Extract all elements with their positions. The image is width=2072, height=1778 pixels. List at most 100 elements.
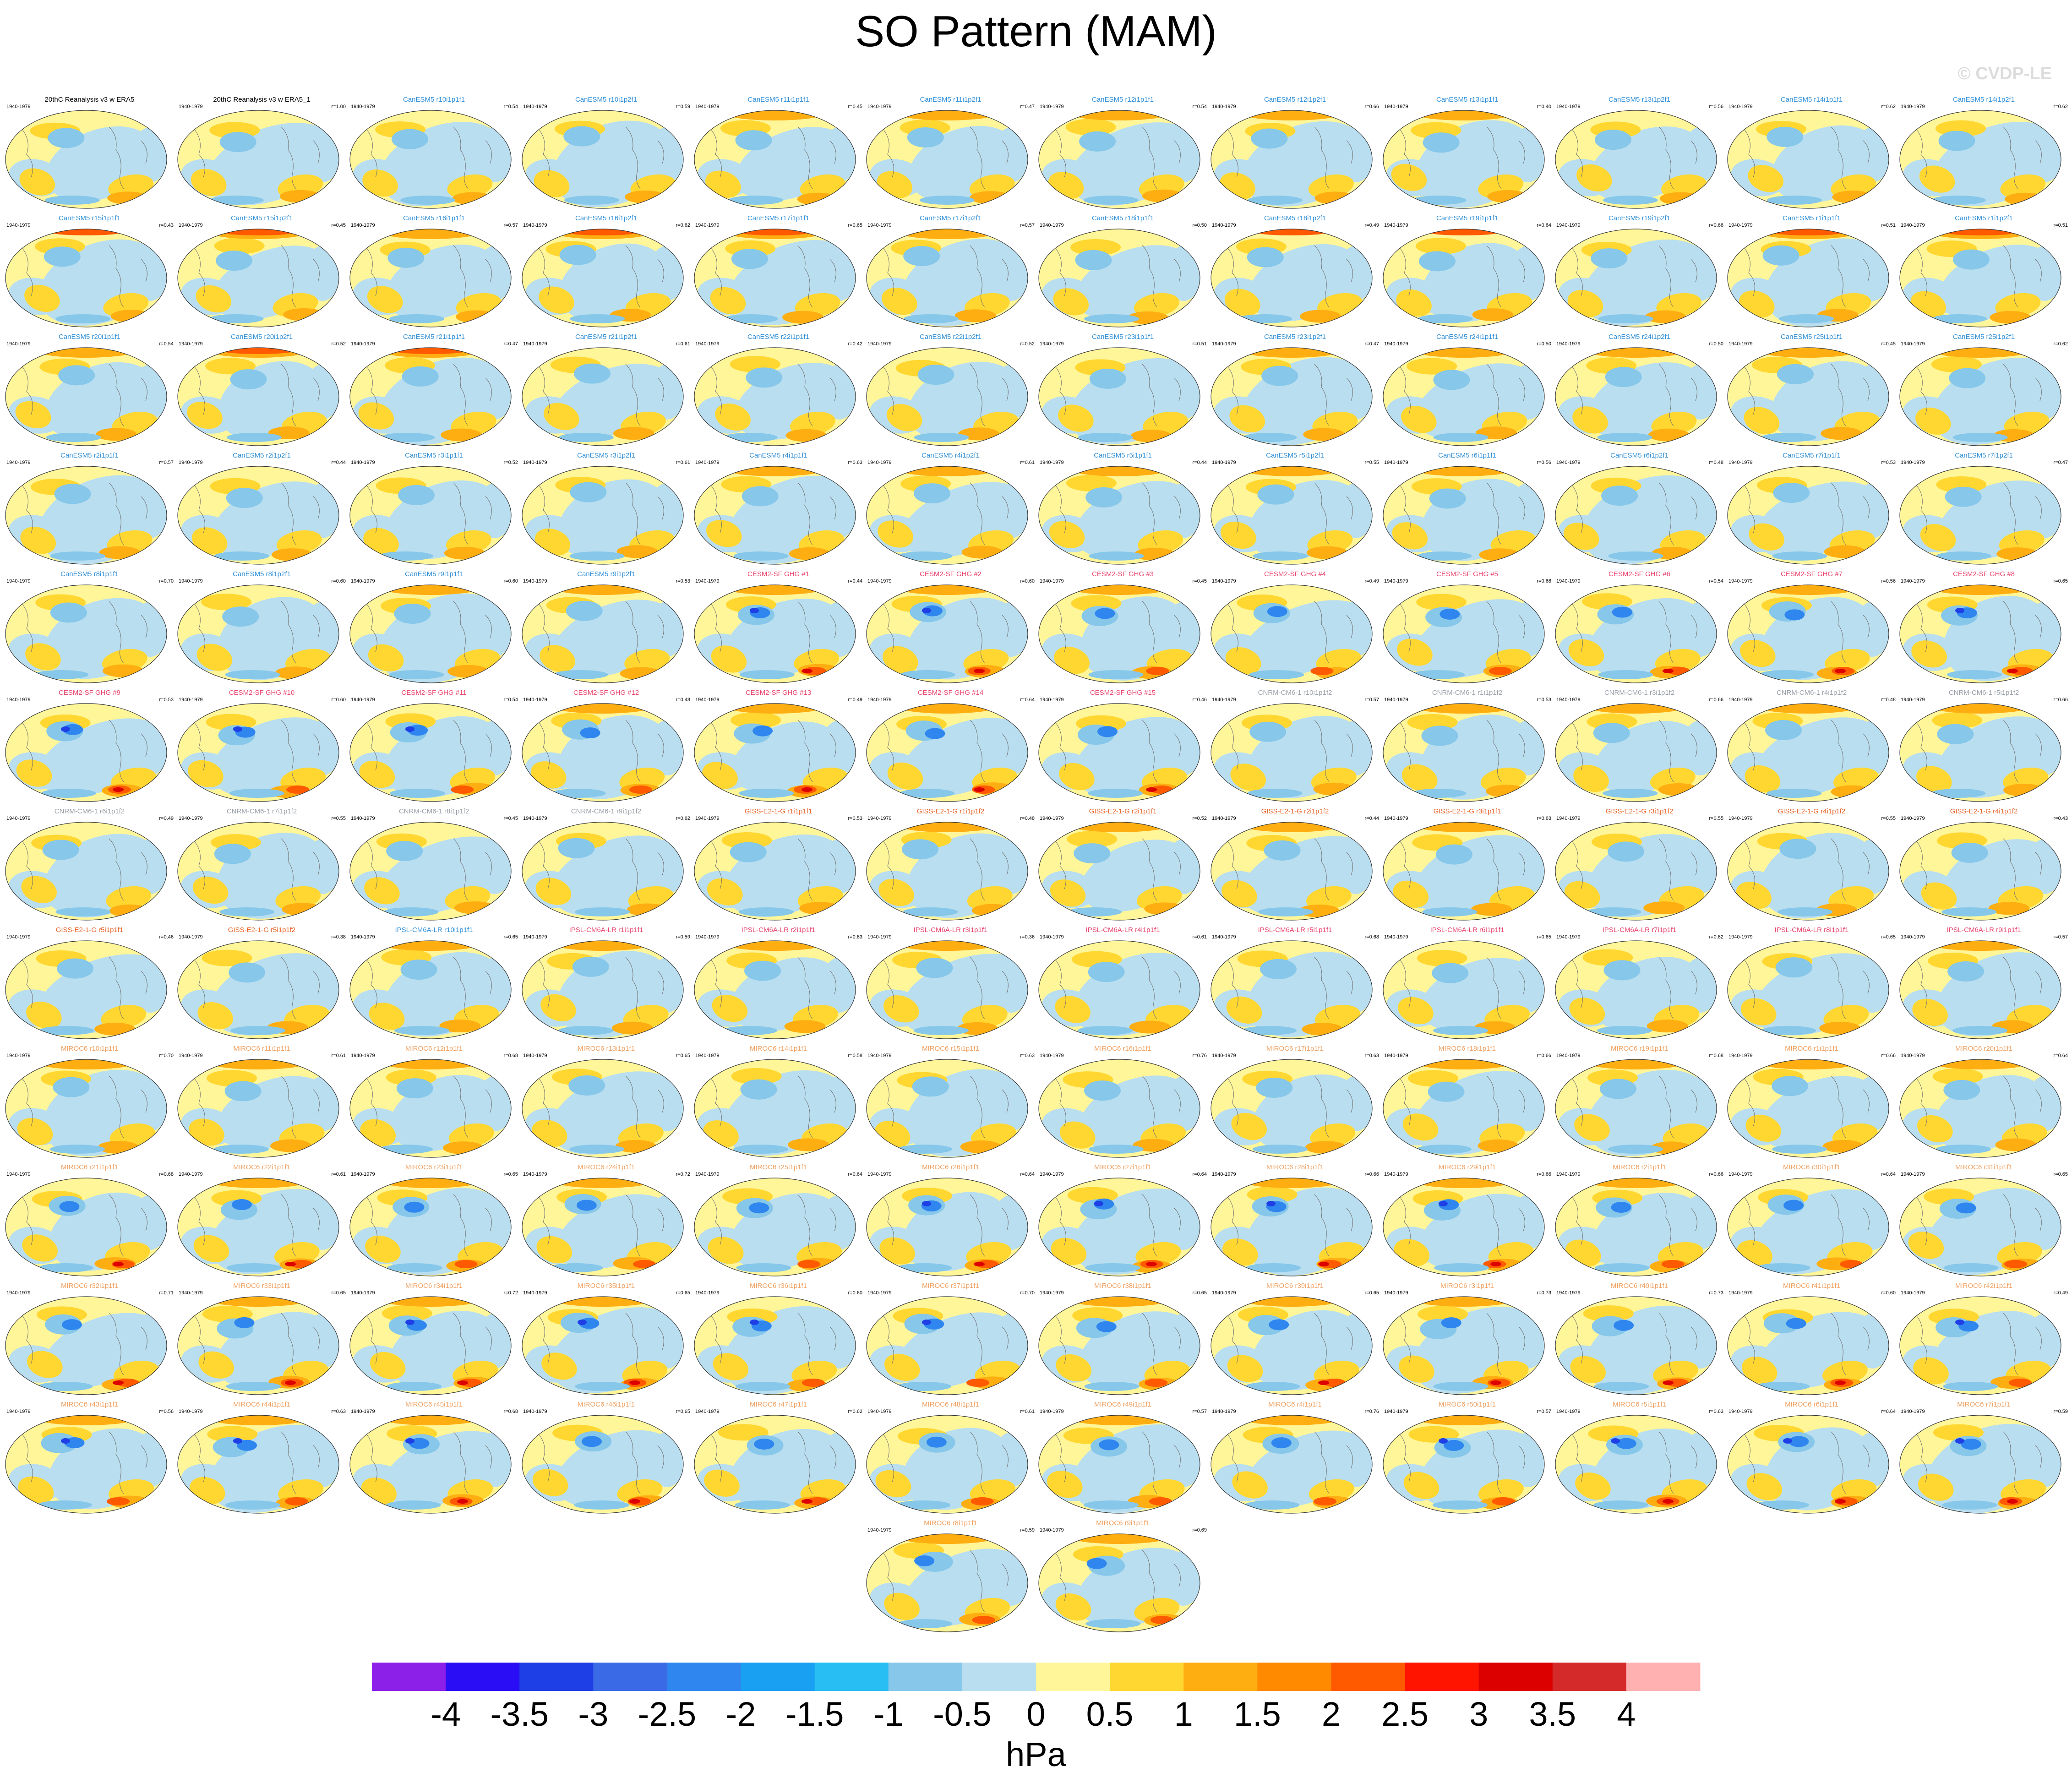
panel-period: 1940-1979	[867, 934, 892, 940]
contour-region	[447, 174, 493, 199]
panel-correlation: r=0.55	[1709, 816, 1724, 821]
map-panel: IPSL-CM6A-LR r5i1p1f1 1940-1979 r=0.68	[1209, 924, 1381, 1042]
contour-region	[1054, 646, 1090, 674]
panel-title: IPSL-CM6A-LR r7i1p1f1	[1602, 926, 1677, 934]
contour-region	[966, 1379, 990, 1387]
map-panel: CanESM5 r11i1p2f1 1940-1979 r=0.47	[865, 94, 1036, 211]
map-plot	[1727, 822, 1889, 921]
map-plot	[522, 940, 684, 1039]
contour-region	[900, 670, 955, 679]
panel-period: 1940-1979	[523, 1409, 547, 1414]
coastline	[1744, 720, 1870, 782]
panel-correlation: r=0.61	[1020, 460, 1035, 465]
coastline	[1916, 1194, 2042, 1257]
map-panel: CNRM-CM6-1 r4i1p1f2 1940-1979 r=0.48	[1726, 687, 1898, 804]
contour-region	[2026, 1195, 2061, 1250]
contour-region	[1995, 293, 2041, 317]
contour-region	[1569, 998, 1605, 1025]
panel-period: 1940-1979	[351, 1409, 375, 1414]
contour-region	[563, 126, 600, 147]
contour-region	[1854, 839, 1889, 894]
panel-correlation: r=0.52	[503, 460, 518, 465]
contour-region	[1314, 1497, 1337, 1505]
contour-region	[1489, 667, 1512, 675]
map-border	[1727, 1178, 1889, 1276]
contour-region	[1067, 831, 1118, 848]
contour-region	[1229, 405, 1265, 433]
panel-title: GISS-E2-1-G r1i1p1f2	[916, 807, 985, 815]
contour-region	[36, 348, 136, 358]
contour-region	[916, 958, 953, 978]
map-panel: MIROC6 r24i1p1f1 1940-1979 r=0.72	[520, 1162, 692, 1279]
panel-correlation: r=0.59	[2053, 1409, 2068, 1414]
contour-region	[821, 720, 856, 775]
panel-title: CanESM5 r10i1p2f1	[575, 96, 638, 104]
panel-correlation: r=0.63	[1020, 1053, 1035, 1058]
contour-region	[1472, 308, 1514, 322]
contour-region	[725, 941, 825, 951]
contour-region	[61, 726, 70, 732]
map-plot	[5, 822, 167, 921]
coastline	[1227, 1313, 1353, 1375]
colorbar-tick-label: 1.5	[1233, 1695, 1281, 1733]
map-border	[694, 584, 856, 683]
contour-region	[192, 876, 229, 904]
panel-period: 1940-1979	[1556, 223, 1581, 228]
contour-region	[1663, 1380, 1674, 1385]
contour-region	[1666, 1379, 1689, 1387]
map-border	[1555, 1296, 1717, 1395]
contour-region	[50, 602, 87, 623]
contour-region	[901, 839, 938, 860]
map-border	[1383, 1415, 1545, 1514]
contour-region	[233, 726, 242, 732]
coastline	[1399, 1313, 1525, 1375]
contour-region	[187, 402, 223, 429]
contour-region	[217, 348, 300, 354]
panel-correlation: r=0.68	[503, 1053, 518, 1058]
map-border	[1899, 110, 2061, 209]
panel-title: CanESM5 r24i1p1f1	[1436, 333, 1499, 341]
panel-period: 1940-1979	[1212, 1172, 1236, 1177]
map-border	[5, 703, 167, 802]
panel-period: 1940-1979	[695, 1172, 720, 1177]
map-border	[1038, 1533, 1200, 1632]
map-plot	[1383, 1415, 1545, 1514]
map-border	[866, 347, 1028, 446]
map-plot	[349, 1059, 512, 1158]
panel-period: 1940-1979	[351, 341, 375, 347]
panel-period: 1940-1979	[1556, 578, 1581, 584]
contour-region	[1069, 1534, 1170, 1544]
contour-region	[1439, 608, 1460, 620]
panel-period: 1940-1979	[1728, 934, 1753, 940]
map-panel: MIROC6 r38i1p1f1 1940-1979 r=0.65	[1037, 1280, 1209, 1397]
contour-region	[821, 958, 856, 1013]
map-plot	[5, 347, 167, 446]
contour-region	[897, 1534, 998, 1544]
panel-period: 1940-1979	[867, 1053, 892, 1058]
map-border	[1727, 229, 1889, 327]
contour-region	[1429, 488, 1466, 509]
colorbar-swatch	[372, 1663, 446, 1691]
contour-region	[897, 1145, 953, 1154]
contour-region	[1439, 1201, 1448, 1206]
panel-correlation: r=0.63	[848, 460, 863, 465]
coastline	[1744, 957, 1870, 1020]
map-plot	[1383, 229, 1545, 327]
map-panel: GISS-E2-1-G r4i1p1f2 1940-1979 r=0.55	[1726, 806, 1898, 923]
map-border	[5, 110, 167, 209]
map-panel: CNRM-CM6-1 r10i1p1f2 1940-1979 r=0.57	[1209, 687, 1381, 804]
panel-correlation: r=0.49	[1364, 578, 1380, 584]
contour-region	[1932, 712, 1983, 729]
contour-region	[1612, 606, 1632, 618]
panel-correlation: r=0.73	[1709, 1290, 1724, 1296]
contour-region	[575, 907, 630, 916]
contour-region	[1099, 1439, 1119, 1451]
coastline	[1055, 1313, 1181, 1375]
contour-region	[113, 1262, 124, 1266]
contour-region	[109, 904, 151, 917]
map-plot	[866, 1178, 1028, 1276]
panel-period: 1940-1979	[1556, 816, 1581, 821]
contour-region	[1839, 1260, 1863, 1268]
contour-region	[566, 600, 603, 621]
map-border	[177, 940, 339, 1039]
